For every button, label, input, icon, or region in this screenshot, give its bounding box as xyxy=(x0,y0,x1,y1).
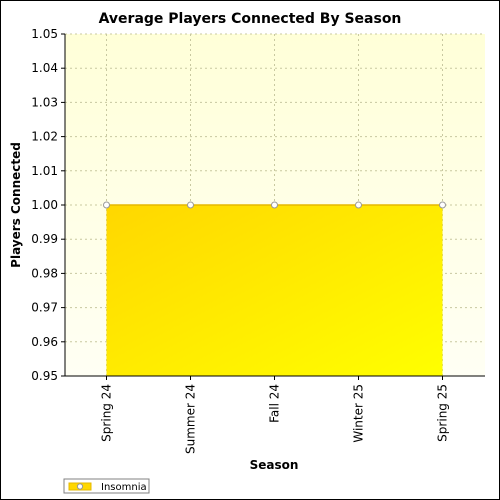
data-point xyxy=(103,201,110,209)
y-tick-label: 0.97 xyxy=(31,301,58,315)
chart-title: Average Players Connected By Season xyxy=(99,11,402,27)
y-tick-label: 0.96 xyxy=(31,335,58,349)
legend: Insomnia xyxy=(63,478,150,494)
x-tick-label: Winter 25 xyxy=(352,384,366,443)
x-tick-label: Fall 24 xyxy=(268,384,282,423)
y-tick-label: 1.03 xyxy=(31,95,58,109)
x-tick-labels: Spring 24 Summer 24 Fall 24 Winter 25 Spring… xyxy=(100,384,450,454)
y-tick-label: 1.00 xyxy=(31,198,58,212)
y-tick-label: 0.98 xyxy=(31,266,58,280)
data-point xyxy=(355,201,362,209)
axis-layer xyxy=(61,33,485,380)
x-tick-label: Spring 25 xyxy=(436,384,450,442)
legend-label: Insomnia xyxy=(101,482,147,493)
data-point xyxy=(439,201,446,209)
x-tick-label: Summer 24 xyxy=(184,384,198,454)
y-tick-labels: 0.95 0.96 0.97 0.98 0.99 1.00 1.01 1.02 1.03 1.04… xyxy=(31,27,58,383)
y-tick-label: 0.95 xyxy=(31,369,58,383)
legend-marker xyxy=(76,483,84,490)
data-point xyxy=(271,201,278,209)
y-tick-label: 1.05 xyxy=(31,27,58,41)
x-tick-label: Spring 24 xyxy=(100,384,114,442)
data-point xyxy=(187,201,194,209)
y-tick-label: 1.01 xyxy=(31,164,58,178)
y-tick-label: 1.02 xyxy=(31,130,58,144)
x-axis-title: Season xyxy=(250,458,299,472)
y-tick-label: 1.04 xyxy=(31,61,58,75)
series-area-insomnia xyxy=(106,205,443,376)
y-axis-title: Players Connected xyxy=(9,142,23,268)
y-tick-label: 0.99 xyxy=(31,232,58,246)
area-layer xyxy=(103,201,446,376)
